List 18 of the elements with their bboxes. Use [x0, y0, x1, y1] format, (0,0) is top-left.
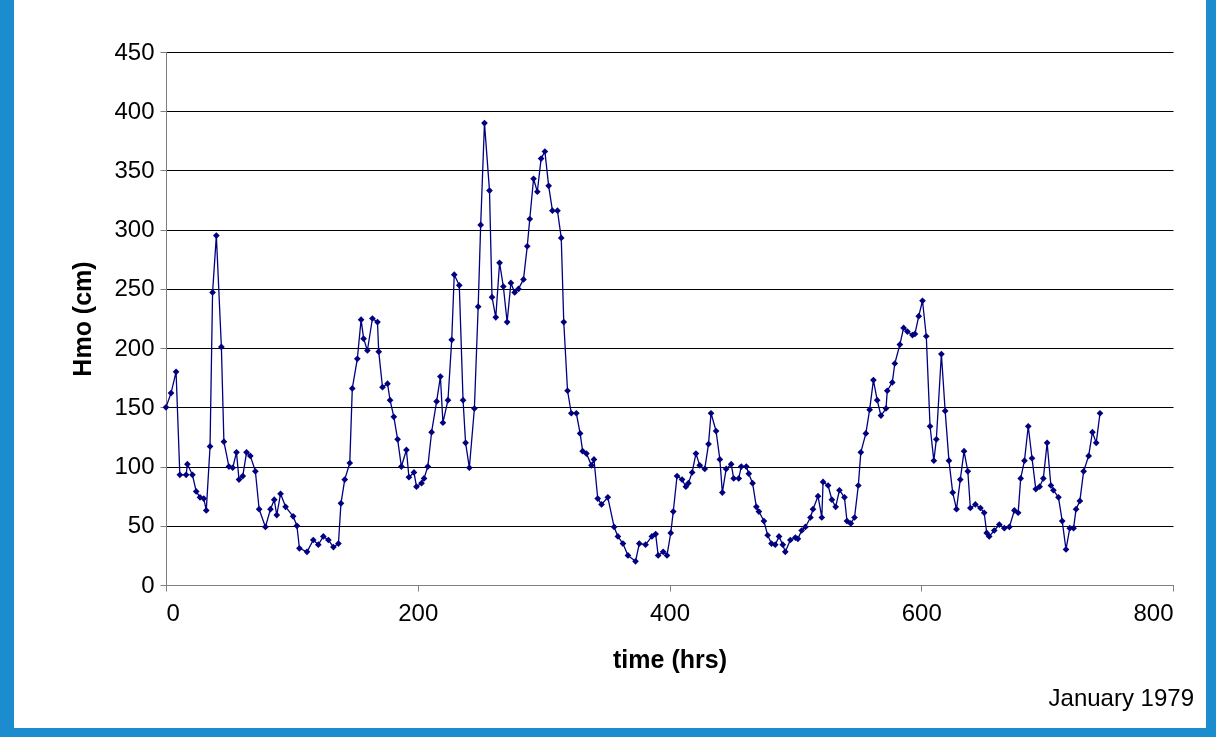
- x-tick-label: 400: [649, 598, 691, 626]
- y-tick-label: 50: [127, 511, 155, 539]
- y-tick-label: 300: [114, 215, 155, 243]
- y-tick-label: 350: [114, 155, 155, 183]
- x-axis-title: time (hrs): [613, 644, 727, 673]
- y-tick-label: 400: [114, 96, 155, 124]
- y-tick-label: 0: [141, 570, 155, 598]
- y-tick-label: 200: [114, 333, 155, 361]
- y-tick-label: 250: [114, 274, 155, 302]
- x-tick-label: 0: [166, 598, 180, 626]
- y-axis-title: Hmo (cm): [68, 261, 97, 377]
- text: January 1979: [1048, 684, 1194, 712]
- x-tick-label: 800: [1133, 598, 1174, 626]
- y-tick-label: 100: [114, 452, 155, 480]
- y-tick-label: 150: [114, 392, 155, 420]
- x-tick-label: 200: [398, 598, 439, 626]
- y-tick-label: 450: [114, 37, 155, 65]
- x-tick-label: 600: [901, 598, 942, 626]
